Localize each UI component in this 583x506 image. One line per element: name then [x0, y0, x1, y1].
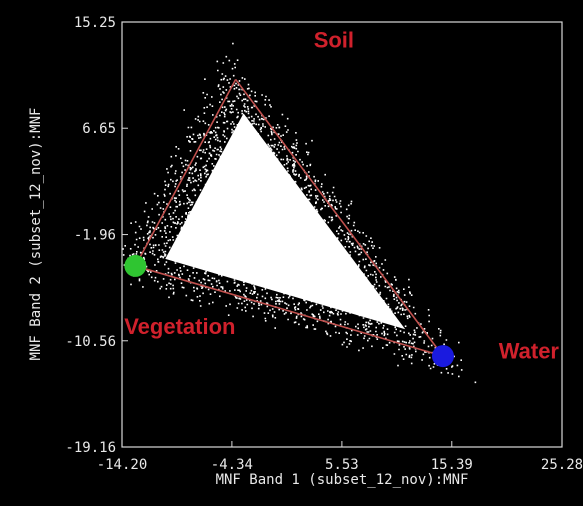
x-tick-label: -14.20 — [97, 457, 148, 473]
x-axis-title: MNF Band 1 (subset_12_nov):MNF — [216, 472, 469, 488]
region-labels: Soil Vegetation Water — [124, 27, 559, 363]
endmember-triangle — [134, 78, 444, 357]
y-tick-label: -1.96 — [74, 228, 116, 244]
x-axis-ticks: -14.20 -4.34 5.53 15.39 25.28 — [97, 441, 583, 473]
x-tick-label: 15.39 — [431, 457, 473, 473]
hull-edge — [134, 79, 237, 267]
x-tick-label: 5.53 — [325, 457, 359, 473]
soil-label: Soil — [314, 27, 354, 52]
water-endmember-marker — [431, 345, 454, 368]
y-tick-label: -19.16 — [65, 440, 116, 456]
y-tick-label: 15.25 — [74, 15, 116, 31]
vegetation-label: Vegetation — [124, 314, 235, 339]
endmember-markers — [124, 254, 454, 368]
y-tick-label: 6.65 — [82, 121, 116, 137]
y-axis-title: MNF Band 2 (subset_12_nov):MNF — [28, 108, 44, 361]
y-axis-ticks: 15.25 6.65 -1.96 -10.56 -19.16 — [65, 15, 128, 456]
y-tick-label: -10.56 — [65, 334, 116, 350]
x-tick-label: 25.28 — [541, 457, 583, 473]
pixel-cloud — [122, 42, 477, 384]
hull-edge — [135, 265, 444, 357]
vegetation-endmember-marker — [124, 254, 147, 277]
scatter-dense-core — [165, 113, 406, 330]
water-label: Water — [499, 339, 560, 364]
hull-edge — [235, 78, 444, 357]
x-tick-label: -4.34 — [211, 457, 253, 473]
